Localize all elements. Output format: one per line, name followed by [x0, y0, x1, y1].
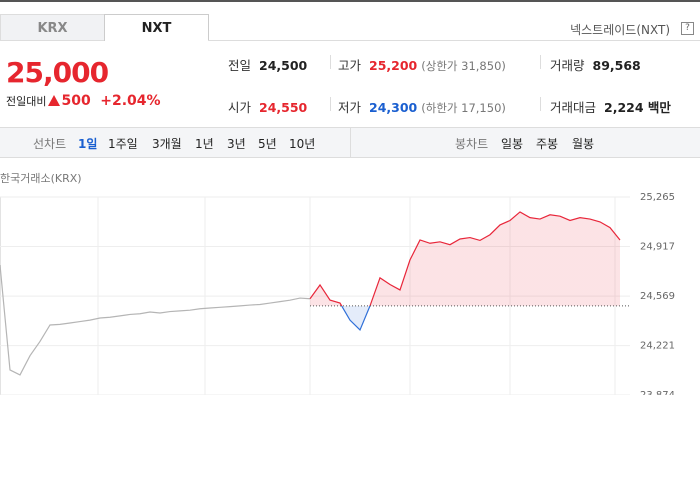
period[interactable]: 1일	[78, 137, 98, 151]
help-icon[interactable]: ?	[681, 22, 694, 35]
stat-label: 저가	[338, 100, 362, 115]
tab[interactable]: KRX	[0, 14, 105, 41]
stat-note: (하한가 17,150)	[421, 101, 506, 115]
separator	[330, 55, 331, 69]
stat-value: 2,224 백만	[604, 100, 671, 115]
tab-active[interactable]: NXT	[104, 14, 209, 41]
separator	[540, 55, 541, 69]
stat: 거래량 89,568	[550, 55, 641, 74]
separator	[350, 128, 351, 157]
area	[310, 211, 620, 330]
stat-value: 24,300	[369, 100, 418, 115]
y-tick-label: 24,569	[640, 291, 675, 302]
exchange-label: 넥스트레이드(NXT)	[570, 23, 670, 37]
stat-value: 24,500	[259, 58, 308, 73]
stat-label: 시가	[228, 100, 252, 115]
y-tick-label: 24,917	[640, 242, 675, 253]
period[interactable]: 1주일	[108, 137, 138, 151]
candle-period[interactable]: 주봉	[536, 137, 559, 151]
change-label: 전일대비	[6, 95, 47, 108]
period[interactable]: 1년	[195, 137, 214, 151]
period[interactable]: 3개월	[152, 137, 182, 151]
separator	[330, 97, 331, 111]
separator	[540, 97, 541, 111]
y-tick-label: 23,874	[640, 390, 675, 395]
stat: 시가 24,550	[228, 97, 307, 116]
candle-label: 봉차트	[455, 137, 489, 151]
stat-value: 25,200	[369, 58, 418, 73]
top-border	[0, 0, 700, 2]
stat: 거래대금 2,224 백만	[550, 97, 671, 116]
chart-source: 한국거래소(KRX)	[0, 172, 82, 185]
stat: 저가 24,300 (하한가 17,150)	[338, 97, 506, 116]
chart: 25,265 24,917 24,569 24,221 23,874	[0, 192, 675, 395]
stat-label: 거래량	[550, 58, 585, 73]
stat-value: 24,550	[259, 100, 308, 115]
y-tick-label: 24,221	[640, 341, 675, 352]
price-line	[0, 264, 311, 376]
candle-period[interactable]: 월봉	[572, 137, 595, 151]
period[interactable]: 10년	[289, 137, 316, 151]
price: 25,000	[6, 56, 109, 89]
price-line	[309, 211, 621, 331]
stat-label: 전일	[228, 58, 252, 73]
stat: 고가 25,200 (상한가 31,850)	[338, 55, 506, 74]
stat: 전일 24,500	[228, 55, 307, 74]
period[interactable]: 3년	[227, 137, 246, 151]
change-percent: +2.04%	[100, 93, 161, 109]
candle-period[interactable]: 일봉	[501, 137, 524, 151]
period[interactable]: 5년	[258, 137, 277, 151]
stat-label: 고가	[338, 58, 362, 73]
change-value: 500	[61, 93, 91, 109]
y-tick-label: 25,265	[640, 192, 675, 203]
up-arrow	[48, 95, 61, 106]
stat-value: 89,568	[592, 58, 641, 73]
stat-label: 거래대금	[550, 100, 597, 115]
tab-baseline	[208, 40, 700, 41]
change: 전일대비 500 +2.04%	[6, 93, 161, 109]
line-chart-label: 선차트	[33, 137, 67, 151]
stat-note: (상한가 31,850)	[421, 59, 506, 73]
period-bar: 선차트 1일 1주일 3개월 1년 3년 5년 10년 봉차트 일봉 주봉 월봉	[0, 127, 700, 158]
